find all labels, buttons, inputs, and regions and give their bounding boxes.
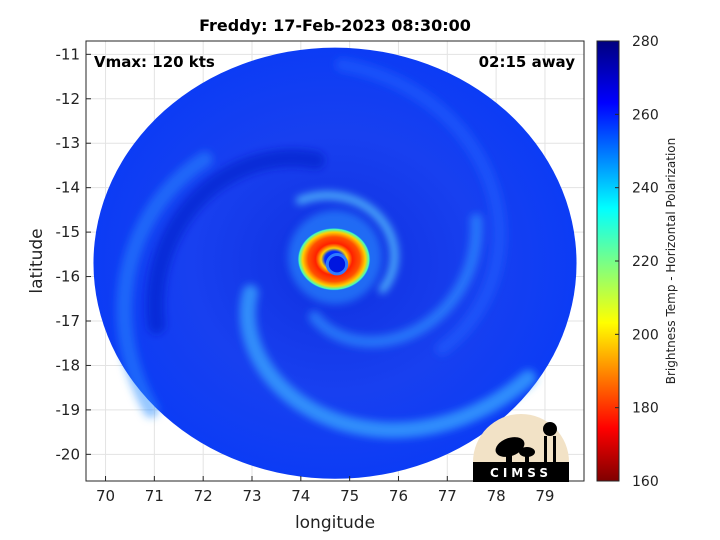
y-axis-ticks: -11 -12 -13 -14 -15 -16 -17 -18 -19 -20 (56, 45, 91, 463)
y-tick-label: -14 (56, 179, 81, 197)
vmax-annotation: Vmax: 120 kts (94, 53, 215, 71)
colorbar-label: Brightness Temp - Horizontal Polarizatio… (664, 138, 678, 385)
spiral-bands (116, 57, 537, 439)
x-tick-label: 78 (487, 487, 506, 505)
eye (325, 253, 349, 276)
spiral-band (295, 191, 399, 294)
time-offset-annotation: 02:15 away (479, 53, 576, 71)
x-tick-label: 72 (194, 487, 213, 505)
y-tick-label: -17 (56, 312, 81, 330)
y-tick-label: -13 (56, 134, 81, 152)
colorbar-tick-label: 280 (632, 34, 659, 50)
x-tick-label: 77 (438, 487, 457, 505)
eyewall (288, 210, 382, 305)
colorbar-tick-label: 160 (632, 474, 659, 490)
y-tick-label: -19 (56, 401, 81, 419)
y-tick-label: -16 (56, 268, 81, 286)
y-tick-label: -12 (56, 90, 81, 108)
brightness-temp-field (93, 47, 577, 479)
y-axis-label: latitude (27, 228, 47, 293)
x-tick-label: 76 (389, 487, 408, 505)
y-tick-label: -20 (56, 445, 81, 463)
spiral-band (239, 284, 537, 439)
x-tick-label: 71 (145, 487, 164, 505)
spiral-band (146, 148, 325, 334)
spiral-band (335, 57, 507, 356)
x-axis-ticks: 70 71 72 73 74 75 76 77 78 79 (96, 476, 554, 505)
chart-title: Freddy: 17-Feb-2023 08:30:00 (199, 16, 471, 35)
logo-wordmark: CIMSS (490, 466, 552, 480)
x-tick-label: 73 (242, 487, 261, 505)
x-axis-label: longitude (295, 513, 375, 533)
cimss-logo: CIMSS (473, 414, 569, 482)
spiral-band (116, 151, 213, 418)
plot-frame (85, 40, 585, 482)
colorbar-tick-label: 200 (632, 327, 659, 343)
x-tick-label: 70 (96, 487, 115, 505)
x-tick-label: 75 (340, 487, 359, 505)
spiral-band (308, 213, 483, 348)
colorbar-tick-label: 220 (632, 254, 659, 270)
y-tick-label: -15 (56, 223, 81, 241)
y-tick-label: -18 (56, 356, 81, 374)
colorbar-tick-label: 240 (632, 181, 659, 197)
y-tick-label: -11 (56, 45, 81, 63)
colorbar-tick-label: 260 (632, 107, 659, 123)
colorbar: 160 180 200 220 240 260 280 Brightness Temp - … (596, 34, 678, 490)
x-tick-label: 79 (535, 487, 554, 505)
colorbar-tick-label: 180 (632, 401, 659, 417)
x-tick-label: 74 (291, 487, 310, 505)
